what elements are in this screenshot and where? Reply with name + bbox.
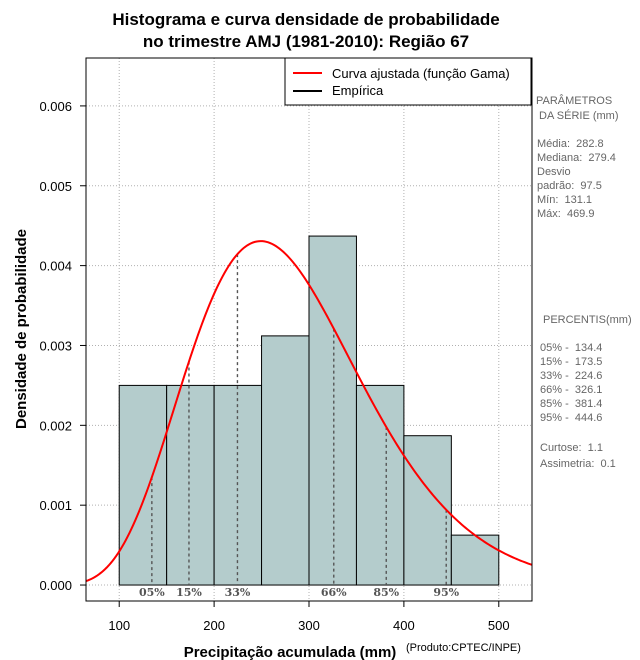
- legend-label-fit: Curva ajustada (função Gama): [332, 66, 510, 81]
- gamma-fit-curve: [85, 240, 533, 583]
- legend-box: [284, 57, 532, 106]
- histogram-bar-2: [166, 384, 215, 586]
- param-median: Mediana: 279.4: [537, 152, 616, 164]
- legend-label-empirical: Empírica: [332, 83, 384, 98]
- parametros-header-2: DA SÉRIE (mm): [536, 109, 619, 122]
- histogram-bar-1: [118, 384, 168, 586]
- histogram-bar-7: [403, 435, 452, 586]
- percentil-05: 05% - 134.4: [540, 342, 602, 354]
- percentil-15: 15% - 173.5: [540, 356, 602, 368]
- x-tick-label-500: 500: [488, 618, 510, 633]
- percentile-label-3: 33%: [225, 586, 251, 599]
- y-tick-label-1: 0.001: [39, 498, 72, 513]
- y-tick-label-5: 0.005: [39, 179, 72, 194]
- x-tick-label-200: 200: [203, 618, 225, 633]
- legend: Curva ajustada (função Gama) Empírica: [284, 57, 532, 106]
- histogram-bar-6: [355, 384, 405, 586]
- percentis-header: PERCENTIS(mm): [543, 314, 632, 326]
- x-tick-label-100: 100: [108, 618, 130, 633]
- credit-text: (Produto:CPTEC/INPE): [406, 642, 521, 654]
- percentil-95: 95% - 444.6: [540, 412, 602, 424]
- histogram-bars: [118, 235, 500, 586]
- y-tick-label-3: 0.003: [39, 338, 72, 353]
- percentil-66: 66% - 326.1: [540, 384, 602, 396]
- axis-ticks: 100 200 300 400 500 0.000 0.001 0.002 0.003 0.004…: [39, 99, 509, 633]
- histogram-bar-8: [450, 534, 500, 586]
- x-axis-label: Precipitação acumulada (mm): [184, 644, 397, 660]
- param-max: Máx: 469.9: [537, 208, 594, 220]
- histogram-bar-4: [261, 335, 310, 586]
- side-panel: PARÂMETROS DA SÉRIE (mm) Média: 282.8 Me…: [536, 94, 632, 470]
- x-tick-label-300: 300: [298, 618, 320, 633]
- percentile-label-5: 85%: [373, 586, 399, 599]
- percentil-85: 85% - 381.4: [540, 398, 602, 410]
- chart-title-line-1: Histograma e curva densidade de probabil…: [112, 10, 499, 29]
- percentile-label-1: 05%: [139, 586, 165, 599]
- x-tick-label-400: 400: [393, 618, 415, 633]
- percentile-lines: 05% 15% 33% 66% 85% 95%: [139, 254, 460, 599]
- stat-kurtosis: Curtose: 1.1: [540, 442, 603, 454]
- histogram-bar-5: [308, 235, 357, 586]
- chart-title-line-2: no trimestre AMJ (1981-2010): Região 67: [143, 32, 469, 51]
- stat-skewness: Assimetria: 0.1: [540, 458, 616, 470]
- percentile-label-2: 15%: [176, 586, 202, 599]
- percentile-label-6: 95%: [433, 586, 459, 599]
- y-tick-label-4: 0.004: [39, 259, 72, 274]
- y-tick-label-0: 0.000: [39, 578, 72, 593]
- percentil-33: 33% - 224.6: [540, 370, 602, 382]
- param-mean: Média: 282.8: [537, 138, 604, 150]
- y-axis-label: Densidade de probabilidade: [13, 229, 30, 429]
- y-tick-label-6: 0.006: [39, 99, 72, 114]
- y-tick-label-2: 0.002: [39, 418, 72, 433]
- param-deviation: Desvio: [537, 166, 571, 178]
- param-stddev: padrão: 97.5: [537, 180, 602, 192]
- gamma-curve-layer: [85, 240, 533, 583]
- percentile-label-4: 66%: [321, 586, 347, 599]
- param-min: Mín: 131.1: [537, 194, 592, 206]
- parametros-header-1: PARÂMETROS: [536, 94, 612, 107]
